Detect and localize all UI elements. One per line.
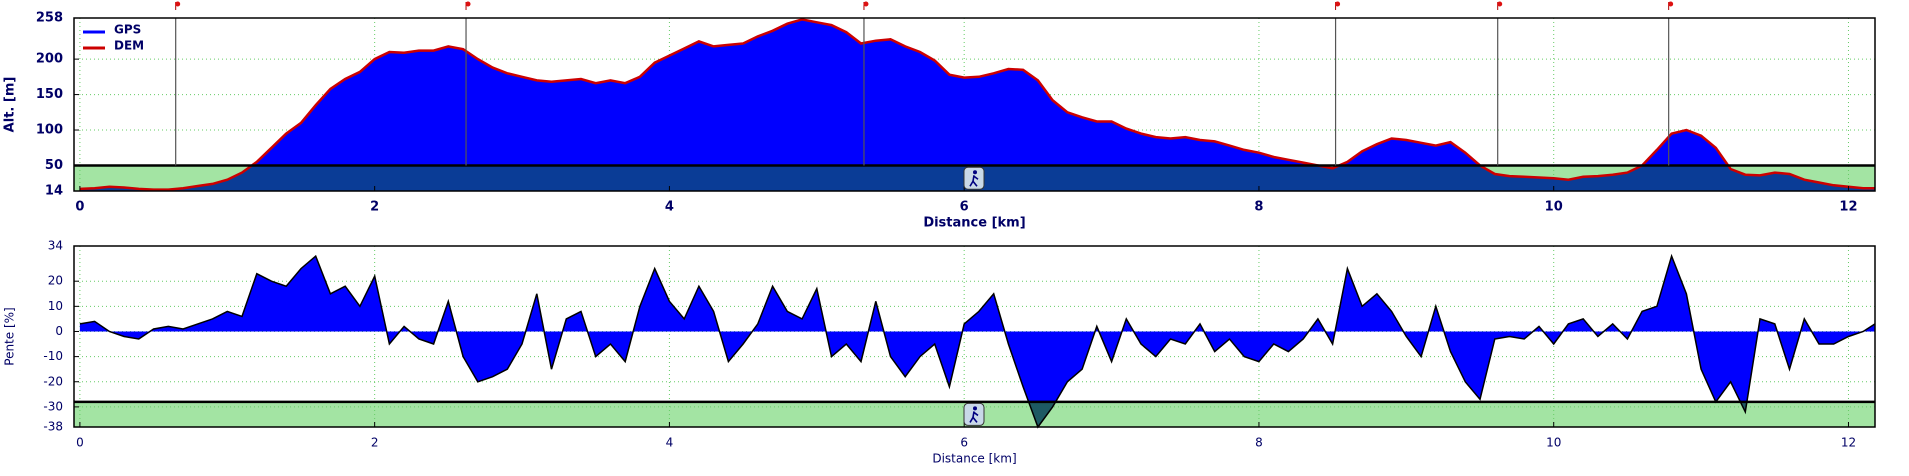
y-tick-label: 150 xyxy=(36,87,63,102)
y-tick-label: -20 xyxy=(43,374,63,388)
x-tick-label: 0 xyxy=(75,200,84,215)
x-tick-label: 0 xyxy=(76,436,84,450)
x-tick-label: 4 xyxy=(665,200,674,215)
y-tick-label: 10 xyxy=(48,299,63,313)
marker-icon xyxy=(1668,1,1674,7)
y-axis-label: Pente [%] xyxy=(3,307,17,365)
y-tick-label: 0 xyxy=(55,324,63,338)
y-axis-label: Alt. [m] xyxy=(3,77,18,133)
legend-label: GPS xyxy=(114,23,141,37)
y-tick-label: 200 xyxy=(36,52,63,67)
line xyxy=(79,253,1876,429)
y-tick-label: -30 xyxy=(43,399,63,413)
x-tick-label: 12 xyxy=(1841,436,1856,450)
y-tick-label: 100 xyxy=(36,123,63,138)
area-fill xyxy=(79,19,1875,192)
x-axis-label: Distance [km] xyxy=(932,452,1016,466)
x-tick-label: 6 xyxy=(960,200,969,215)
y-tick-label: -10 xyxy=(43,349,63,363)
legend-label: DEM xyxy=(114,39,144,53)
x-tick-label: 2 xyxy=(371,436,379,450)
hiker-icon-head xyxy=(973,170,977,175)
y-tick-label: 20 xyxy=(48,274,63,288)
hiker-icon-head xyxy=(973,406,977,411)
x-tick-label: 12 xyxy=(1839,200,1857,215)
x-tick-label: 6 xyxy=(960,436,968,450)
marker-icon xyxy=(863,1,869,7)
hiker-icon-body xyxy=(969,175,979,187)
x-tick-label: 4 xyxy=(666,436,674,450)
y-tick-label: -38 xyxy=(43,420,63,434)
marker-icon xyxy=(1335,1,1341,7)
x-tick-label: 10 xyxy=(1546,436,1561,450)
plot-frame xyxy=(73,245,1876,428)
x-tick-label: 2 xyxy=(370,200,379,215)
marker-icon xyxy=(465,1,471,7)
x-tick-label: 10 xyxy=(1545,200,1563,215)
y-tick-label: 34 xyxy=(48,239,63,253)
x-tick-label: 8 xyxy=(1254,200,1263,215)
line xyxy=(79,18,1875,191)
hiker-icon-body xyxy=(969,411,979,423)
y-tick-label: 258 xyxy=(36,11,63,26)
plot-frame xyxy=(73,17,1876,192)
x-axis-label: Distance [km] xyxy=(923,216,1025,231)
x-tick-label: 8 xyxy=(1255,436,1263,450)
marker-icon xyxy=(1497,1,1503,7)
y-tick-label: 50 xyxy=(45,158,63,173)
marker-icon xyxy=(175,1,181,7)
y-tick-label: 14 xyxy=(45,184,63,199)
